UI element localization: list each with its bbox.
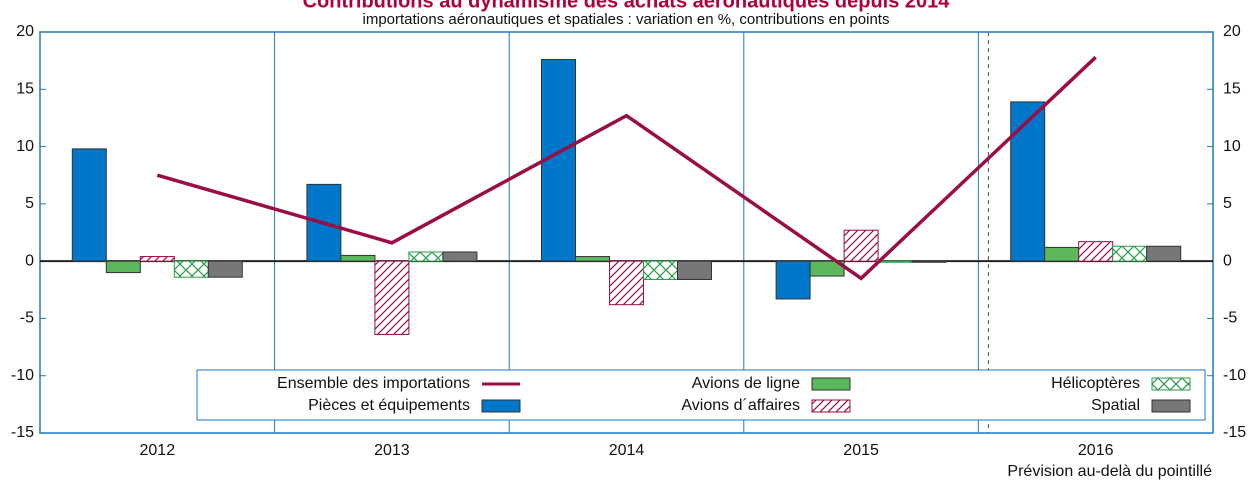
legend-swatch	[481, 399, 521, 413]
legend-label: Avions d´affaires	[681, 397, 800, 414]
x-tick-label: 2016	[1078, 442, 1114, 459]
x-tick-label: 2015	[843, 442, 879, 459]
bar	[1112, 245, 1148, 262]
chart-title: Contributions au dynamisme des achats aé…	[303, 0, 951, 12]
x-tick-label: 2014	[609, 442, 645, 459]
y-tick-label: 5	[25, 195, 34, 212]
y2-tick-label: -5	[1223, 310, 1237, 327]
bar	[105, 260, 141, 274]
y-tick-label: -5	[20, 310, 34, 327]
bar	[408, 251, 444, 262]
bar	[643, 260, 678, 280]
legend-label: Pièces et équipements	[308, 397, 470, 414]
legend-swatch	[811, 377, 851, 391]
plot-frame	[39, 31, 1214, 434]
legend-label: Spatial	[1091, 397, 1140, 414]
bar	[71, 148, 107, 262]
x-tick-label: 2012	[140, 442, 176, 459]
bar	[1078, 241, 1114, 262]
bar	[575, 256, 610, 262]
y2-tick-label: 0	[1223, 252, 1232, 269]
bar	[1010, 101, 1046, 262]
bar	[442, 251, 478, 262]
legend-swatch	[1151, 399, 1191, 413]
y2-tick-label: -15	[1223, 424, 1246, 441]
bar	[207, 260, 243, 278]
y2-tick-label: 15	[1223, 81, 1241, 98]
y2-tick-label: 5	[1223, 195, 1232, 212]
y-tick-label: -10	[11, 367, 34, 384]
line	[156, 55, 1097, 281]
bar	[340, 254, 376, 262]
bar	[775, 260, 811, 300]
legend-label: Avions de ligne	[692, 375, 800, 392]
bar	[1044, 246, 1080, 262]
legend-label: Ensemble des importations	[277, 375, 470, 392]
bar	[911, 260, 947, 263]
bar	[1146, 245, 1182, 262]
legend-label: Hélicoptères	[1051, 375, 1140, 392]
y2-tick-label: 20	[1223, 23, 1241, 40]
y-tick-label: -15	[11, 424, 34, 441]
bar	[173, 260, 209, 278]
bar	[139, 256, 175, 262]
y-tick-label: 15	[16, 81, 34, 98]
footnote: Prévision au-delà du pointillé	[1007, 463, 1212, 480]
x-tick-label: 2013	[374, 442, 410, 459]
bar	[374, 260, 410, 335]
bar	[877, 260, 913, 263]
chart-subtitle: importations aéronautiques et spatiales …	[363, 11, 890, 28]
legend-box	[196, 369, 1206, 421]
y2-tick-label: -10	[1223, 367, 1246, 384]
legend-swatch	[811, 399, 851, 413]
bar	[843, 229, 879, 262]
y2-tick-label: 10	[1223, 138, 1241, 155]
bar	[609, 260, 644, 306]
y-tick-label: 0	[25, 252, 34, 269]
y-tick-label: 20	[16, 23, 34, 40]
legend-swatch	[1151, 377, 1191, 391]
bar	[677, 260, 712, 280]
y-tick-label: 10	[16, 138, 34, 155]
